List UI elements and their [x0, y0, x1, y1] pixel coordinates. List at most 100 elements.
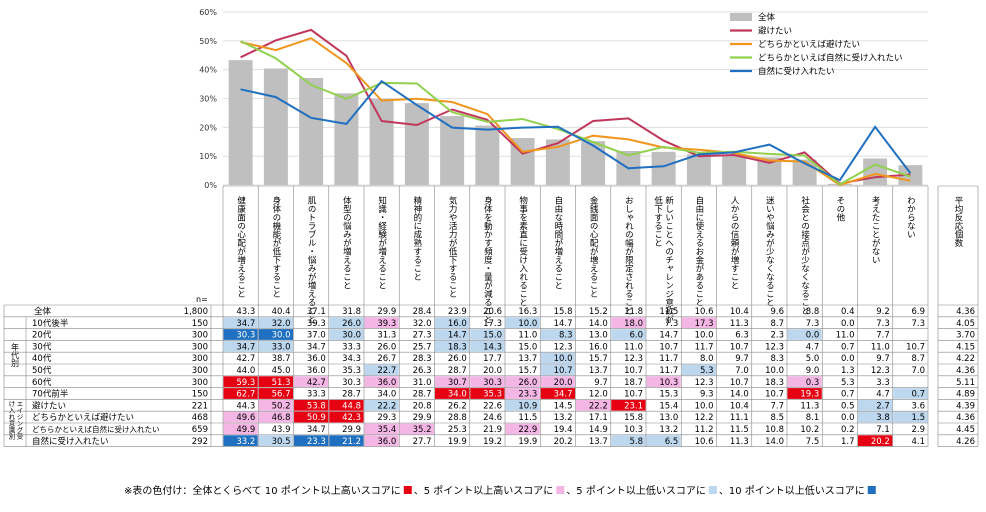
table-cell-value: 0.0 [841, 413, 855, 423]
table-cell-value: 37.0 [307, 331, 326, 341]
row-n: 300 [192, 378, 208, 388]
category-label: 金銭面の心配が増えること [588, 195, 598, 298]
table-cell-value: 28.7 [448, 366, 467, 376]
category-label: その他 [835, 196, 845, 222]
note-swatch-lightblue [708, 486, 717, 494]
table-cell-value: 11.8 [624, 307, 643, 317]
y-tick-label: 30% [199, 95, 217, 104]
table-cell-highlight [435, 317, 470, 329]
table-cell-value: 13.0 [659, 413, 678, 423]
row-label: 50代 [32, 365, 52, 376]
row-n: 300 [192, 354, 208, 364]
table-cell-value: 4.7 [876, 390, 890, 400]
table-cell-value: 6.0 [629, 331, 643, 341]
table-cell-value: 20.6 [483, 307, 502, 317]
table-cell-value: 44.0 [236, 366, 255, 376]
bar-overall [475, 125, 500, 185]
table-cell-value: 6.5 [665, 437, 679, 447]
table-cell-value: 34.7 [236, 342, 255, 352]
category-label: わからない [905, 196, 915, 239]
table-cell-value: 18.3 [765, 378, 784, 388]
table-cell-value: 0.7 [841, 390, 855, 400]
table-cell-value: 10.7 [906, 342, 925, 352]
table-cell-value: 1.5 [911, 413, 925, 423]
table-cell-value: 32.0 [272, 319, 291, 329]
table-cell-value: 33.3 [342, 342, 361, 352]
table-cell-value: 34.0 [448, 390, 467, 400]
bar-overall [263, 68, 288, 185]
table-cell-value: 16.3 [518, 307, 537, 317]
table-cell-value: 39.3 [307, 319, 326, 329]
table-cell-value: 34.7 [307, 342, 326, 352]
table-cell-value: 28.3 [413, 354, 432, 364]
category-label: 人からの信頼が増すこと [729, 196, 739, 290]
category-label: 気力や活力が低下すること [447, 195, 457, 298]
table-cell-highlight [540, 352, 575, 364]
table-cell-value: 16.0 [448, 319, 467, 329]
table-cell-value: 2.3 [770, 331, 784, 341]
table-cell-value: 35.4 [377, 425, 396, 435]
table-cell-highlight [505, 376, 540, 388]
table-cell-highlight [540, 364, 575, 376]
category-label: 新しいことへのチャレンジ意欲が [664, 195, 674, 323]
table-cell-value: 42.7 [236, 354, 255, 364]
table-cell-value: 28.7 [342, 390, 361, 400]
table-cell-value: 7.7 [876, 331, 890, 341]
table-cell-value: 28.4 [413, 307, 432, 317]
category-label: 知識・経験が増えること [377, 195, 387, 289]
table-cell-value: 36.0 [377, 378, 396, 388]
y-tick-label: 60% [199, 8, 217, 17]
category-label: 考えたことがない [870, 196, 880, 264]
table-cell-value: 35.3 [342, 366, 361, 376]
table-cell-value: 20.2 [554, 437, 573, 447]
table-cell-highlight [329, 411, 364, 423]
table-cell-value: 11.5 [730, 425, 749, 435]
table-cell-value: 13.0 [589, 331, 608, 341]
table-cell-value: 13.7 [589, 437, 608, 447]
table-cell-value: 14.0 [730, 390, 749, 400]
table-cell-value: 11.1 [730, 413, 749, 423]
table-cell-value: 0.3 [806, 378, 820, 388]
row-n: 150 [192, 390, 208, 400]
bar-overall [440, 116, 465, 185]
table-cell-value: 43.3 [236, 307, 255, 317]
table-cell-value: 30.3 [236, 331, 255, 341]
avg-header: 平均反応個数 [953, 196, 963, 248]
table-cell-value: 30.0 [272, 331, 291, 341]
row-label: 全体 [34, 306, 52, 317]
series-line [240, 37, 911, 187]
note-text: 、5 ポイント以上低いスコアに [566, 484, 706, 497]
category-label: 健康面の心配が増えること [236, 195, 246, 298]
category-label: 低下すること [653, 195, 663, 247]
table-cell-value: 34.7 [307, 425, 326, 435]
table-cell-value: 26.3 [413, 366, 432, 376]
row-avg: 3.70 [956, 331, 975, 341]
bar-overall [404, 103, 429, 185]
table-cell-highlight [364, 376, 399, 388]
table-cell-value: 59.3 [236, 378, 255, 388]
series-line [240, 79, 912, 182]
table-cell-value: 10.6 [695, 437, 714, 447]
n-label: n= [196, 295, 208, 304]
y-tick-label: 40% [199, 66, 217, 75]
table-cell-value: 10.8 [765, 425, 784, 435]
table-cell-highlight [223, 329, 258, 340]
table-cell-value: 28.8 [448, 413, 467, 423]
table-cell-value: 11.3 [800, 401, 819, 411]
table-cell-highlight [858, 411, 893, 423]
row-label: どちらかといえば自然に受け入れたい [32, 424, 160, 434]
table-cell-highlight [329, 399, 364, 411]
table-cell-value: 7.0 [911, 366, 925, 376]
bar-overall [581, 141, 606, 185]
table-cell-highlight [223, 423, 258, 435]
table-cell-highlight [258, 388, 293, 399]
table-cell-highlight [329, 435, 364, 447]
table-cell-highlight [294, 376, 329, 388]
table-cell-value: 10.3 [624, 425, 643, 435]
bar-overall [369, 98, 394, 185]
y-tick-label: 0% [204, 181, 217, 190]
table-cell-value: 14.3 [483, 342, 502, 352]
row-avg: 4.15 [956, 342, 975, 352]
